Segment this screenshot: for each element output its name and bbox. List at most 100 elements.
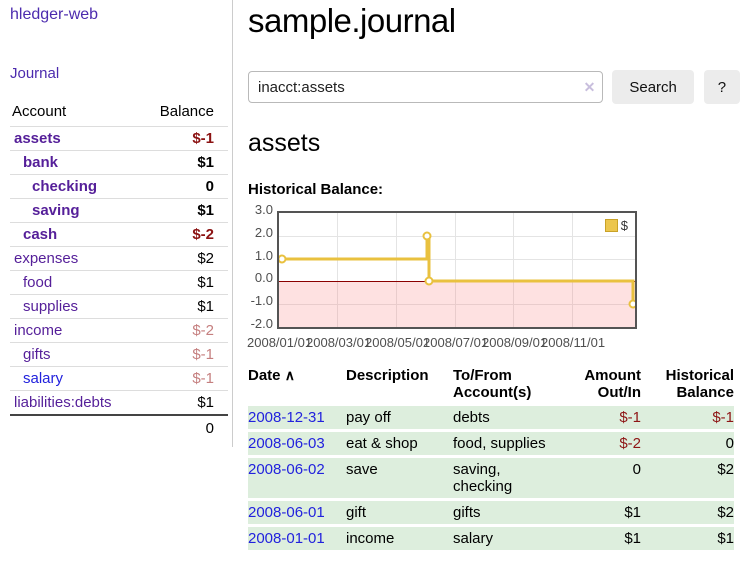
transaction-row: 2008-06-02 save saving, checking 0 $2 xyxy=(248,458,734,498)
transaction-balance: $2 xyxy=(717,504,734,521)
x-tick-label: 2008/09/01 xyxy=(482,335,548,350)
y-tick-label: 2.0 xyxy=(254,225,273,240)
x-tick-label: 2008/03/01 xyxy=(306,335,372,350)
accounts-column-header: Account xyxy=(12,103,67,120)
transaction-balance: $-1 xyxy=(712,409,734,426)
y-tick-label: 3.0 xyxy=(254,202,273,217)
brand-link[interactable]: hledger-web xyxy=(10,6,99,23)
account-row-gifts: gifts $-1 xyxy=(10,342,228,366)
account-row-supplies: supplies $1 xyxy=(10,294,228,318)
account-link[interactable]: checking xyxy=(32,178,98,195)
tofrom-column-header: To/From Account(s) xyxy=(453,367,532,401)
transaction-balance: 0 xyxy=(725,435,734,452)
account-row-food: food $1 xyxy=(10,270,228,294)
account-row-salary: salary $-1 xyxy=(10,366,228,390)
transaction-accounts: salary xyxy=(453,530,494,547)
search-box: ✕ xyxy=(248,71,604,103)
balance-column-header: Historical Balance xyxy=(665,367,734,401)
data-point xyxy=(422,231,432,241)
account-link[interactable]: food xyxy=(23,274,53,291)
transaction-date-link[interactable]: 2008-06-03 xyxy=(248,435,325,452)
account-link[interactable]: saving xyxy=(32,202,80,219)
sidebar-item-journal[interactable]: Journal xyxy=(10,65,60,82)
search-bar: ✕ Search ? xyxy=(248,70,740,104)
chart-legend: $ xyxy=(602,217,630,234)
gridline xyxy=(279,259,635,260)
transaction-row: 2008-06-01 gift gifts $1 $2 xyxy=(248,501,734,524)
x-tick-label: 2008/05/01 xyxy=(365,335,431,350)
account-link[interactable]: supplies xyxy=(23,298,79,315)
y-tick-label: 0.0 xyxy=(254,270,273,285)
sort-ascending-icon: ∧ xyxy=(284,367,295,383)
transaction-date-link[interactable]: 2008-01-01 xyxy=(248,530,325,547)
x-tick-label: 2008/07/01 xyxy=(423,335,489,350)
account-balance: 0 xyxy=(205,178,214,195)
accounts-table-header: Account Balance xyxy=(10,99,228,126)
gridline xyxy=(513,213,514,327)
gridline xyxy=(337,213,338,327)
account-row-checking: checking 0 xyxy=(10,174,228,198)
transaction-row: 2008-12-31 pay off debts $-1 $-1 xyxy=(248,406,734,429)
x-tick-label: 2008/01/01 xyxy=(247,335,313,350)
account-balance: $-2 xyxy=(192,322,214,339)
y-tick-label: -1.0 xyxy=(250,293,273,308)
gridline xyxy=(396,213,397,327)
account-link[interactable]: cash xyxy=(23,226,58,243)
transaction-amount: $1 xyxy=(624,530,641,547)
account-link[interactable]: gifts xyxy=(23,346,51,363)
account-balance: $1 xyxy=(197,298,214,315)
account-row-assets: assets $-1 xyxy=(10,126,228,150)
account-balance: $-1 xyxy=(192,130,214,147)
account-link[interactable]: expenses xyxy=(14,250,79,267)
account-link[interactable]: assets xyxy=(14,130,61,147)
account-balance: $2 xyxy=(197,250,214,267)
gridline xyxy=(572,213,573,327)
account-row-saving: saving $1 xyxy=(10,198,228,222)
x-tick-label: 2008/11/01 xyxy=(541,335,606,350)
gridline xyxy=(279,304,635,305)
page-title: sample.journal xyxy=(248,2,456,39)
transaction-amount: $-2 xyxy=(619,435,641,452)
account-link[interactable]: salary xyxy=(23,370,64,387)
account-row-liabilities-debts: liabilities:debts $1 xyxy=(10,390,228,414)
help-button[interactable]: ? xyxy=(703,70,740,104)
account-balance: $1 xyxy=(197,274,214,291)
account-row-cash: cash $-2 xyxy=(10,222,228,246)
transaction-amount: 0 xyxy=(632,461,641,478)
transaction-description: income xyxy=(346,530,395,547)
account-balance: $1 xyxy=(197,202,214,219)
balance-column-header: Balance xyxy=(159,103,214,120)
y-tick-label: 1.0 xyxy=(254,248,273,263)
transaction-date-link[interactable]: 2008-06-01 xyxy=(248,504,325,521)
transaction-description: save xyxy=(346,461,378,478)
transaction-description: gift xyxy=(346,504,367,521)
register-table: Date ∧ Description To/From Account(s) Am… xyxy=(248,362,734,553)
clear-search-icon[interactable]: ✕ xyxy=(583,79,596,95)
transaction-row: 2008-06-03 eat & shop food, supplies $-2… xyxy=(248,432,734,455)
y-tick-label: -2.0 xyxy=(250,316,273,331)
transaction-date-link[interactable]: 2008-12-31 xyxy=(248,409,325,426)
account-balance: $1 xyxy=(197,394,214,411)
account-row-income: income $-2 xyxy=(10,318,228,342)
gridline xyxy=(279,236,635,237)
account-link[interactable]: bank xyxy=(23,154,59,171)
search-input[interactable] xyxy=(248,71,604,103)
account-link[interactable]: liabilities:debts xyxy=(14,394,112,411)
plot-grid xyxy=(279,213,635,327)
transaction-row: 2008-01-01 income salary $1 $1 xyxy=(248,527,734,550)
transaction-amount: $1 xyxy=(624,504,641,521)
account-link[interactable]: income xyxy=(14,322,63,339)
plot-area[interactable]: $ xyxy=(277,211,637,329)
legend-label: $ xyxy=(620,218,628,233)
transaction-date-link[interactable]: 2008-06-02 xyxy=(248,461,325,478)
data-point xyxy=(279,254,287,264)
transaction-balance: $2 xyxy=(717,461,734,478)
date-column-header[interactable]: Date ∧ xyxy=(248,367,295,384)
transaction-description: eat & shop xyxy=(346,435,418,452)
account-balance: $-1 xyxy=(192,346,214,363)
data-point xyxy=(424,276,434,286)
amount-column-header: Amount Out/In xyxy=(584,367,641,401)
search-button[interactable]: Search xyxy=(612,70,694,104)
description-column-header: Description xyxy=(346,367,429,384)
transaction-accounts: food, supplies xyxy=(453,435,546,452)
